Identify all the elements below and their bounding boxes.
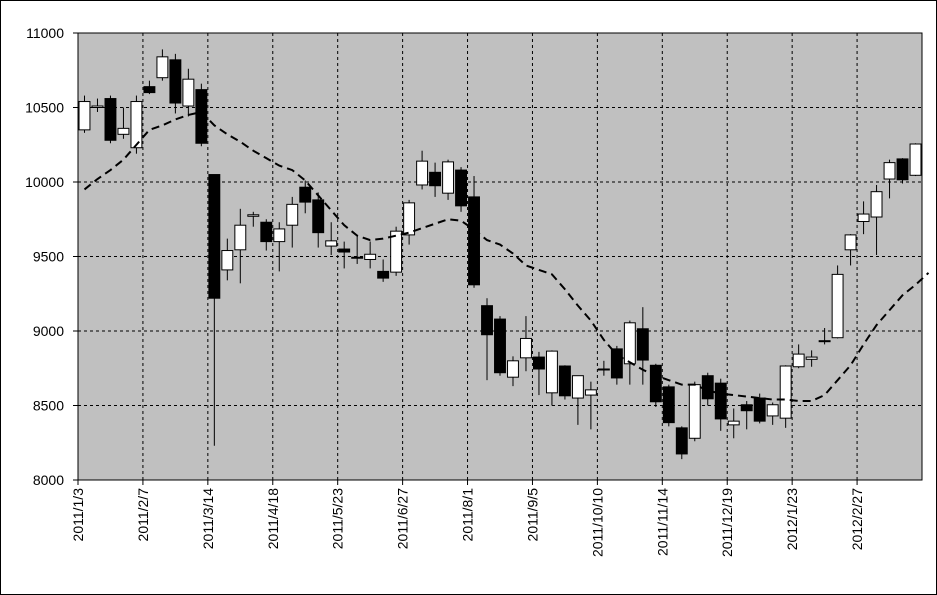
candle-body — [325, 240, 338, 247]
candle-body — [766, 404, 779, 417]
candle-body — [870, 191, 883, 218]
candle-body — [584, 389, 597, 396]
x-tick-label: 2011/10/10 — [589, 488, 605, 557]
candle-body — [714, 382, 727, 420]
candle-body — [104, 98, 117, 141]
candle-body — [338, 248, 351, 253]
candle-body — [312, 199, 325, 234]
candle-body — [520, 337, 532, 359]
candle-body — [364, 253, 377, 260]
candle-body — [234, 224, 247, 251]
candle-body — [169, 59, 182, 104]
x-tick-label: 2011/3/14 — [200, 488, 216, 549]
x-tick-label: 2011/4/18 — [265, 488, 281, 549]
candle-body — [377, 270, 390, 279]
candle-body — [857, 213, 870, 222]
x-tick-label: 2011/6/27 — [395, 488, 411, 549]
candle-body — [701, 375, 714, 400]
candle-body — [286, 203, 299, 226]
y-tick-label: 8500 — [33, 398, 64, 414]
candle-body — [909, 143, 922, 176]
candle-body — [662, 386, 675, 424]
candle-body — [805, 356, 818, 360]
candle-body — [896, 158, 909, 181]
candle-body — [221, 250, 234, 271]
candle-body — [481, 305, 493, 336]
candle-body — [156, 56, 169, 79]
candle-body — [442, 161, 455, 194]
candle-body — [507, 360, 519, 378]
y-tick-label: 8000 — [33, 472, 64, 488]
x-tick-label: 2011/2/7 — [135, 488, 151, 542]
candle-body — [753, 397, 766, 422]
x-tick-label: 2011/1/3 — [70, 488, 86, 542]
x-tick-label: 2012/2/27 — [849, 488, 865, 550]
candle-body — [260, 221, 273, 243]
candle-body — [390, 230, 403, 273]
candle-body — [636, 328, 649, 361]
candle-body — [247, 214, 260, 217]
candle-body — [494, 318, 506, 374]
moving-average-line — [83, 110, 930, 403]
candle-body — [883, 162, 896, 180]
y-tick-label: 9500 — [33, 249, 64, 265]
candle-body — [299, 186, 312, 203]
candle-body — [117, 127, 130, 135]
candle-body — [91, 105, 104, 109]
candle-body — [78, 101, 91, 131]
candle-body — [571, 375, 584, 399]
candle-body — [533, 356, 545, 370]
y-tick-label: 10000 — [25, 174, 64, 190]
candle-body — [351, 256, 364, 259]
candle-body — [130, 101, 143, 149]
candle-body — [597, 368, 610, 371]
candle-body — [740, 404, 753, 412]
x-tick-label: 2011/9/5 — [524, 488, 540, 542]
y-tick-label: 9000 — [33, 323, 64, 339]
candle-body — [468, 196, 480, 286]
x-tick-label: 2011/8/1 — [460, 488, 476, 542]
x-tick-label: 2011/12/19 — [719, 488, 735, 557]
candle-body — [792, 353, 805, 368]
candle-body — [273, 228, 286, 243]
candle-body — [545, 350, 558, 394]
candle-body — [779, 365, 792, 419]
candle-body — [429, 171, 442, 187]
y-tick-label: 11000 — [26, 25, 64, 41]
candle-body — [416, 160, 429, 186]
candle-body — [182, 78, 195, 107]
candle-body — [403, 202, 416, 236]
y-tick-label: 10500 — [25, 100, 64, 116]
candle-body — [208, 174, 221, 299]
x-tick-label: 2011/5/23 — [330, 488, 346, 549]
x-tick-label: 2011/11/14 — [654, 488, 670, 556]
candle-body — [623, 322, 636, 365]
candle-body — [649, 364, 662, 403]
candle-body — [818, 340, 831, 343]
x-tick-label: 2012/1/23 — [784, 488, 800, 550]
candle-body — [688, 384, 701, 439]
candle-body — [610, 348, 623, 379]
candle-body — [558, 365, 571, 397]
candle-body — [844, 234, 857, 251]
candle-body — [727, 420, 740, 426]
candle-body — [675, 427, 688, 455]
candle-body — [143, 86, 156, 94]
candle-body — [831, 273, 844, 339]
candle-body — [455, 169, 467, 207]
